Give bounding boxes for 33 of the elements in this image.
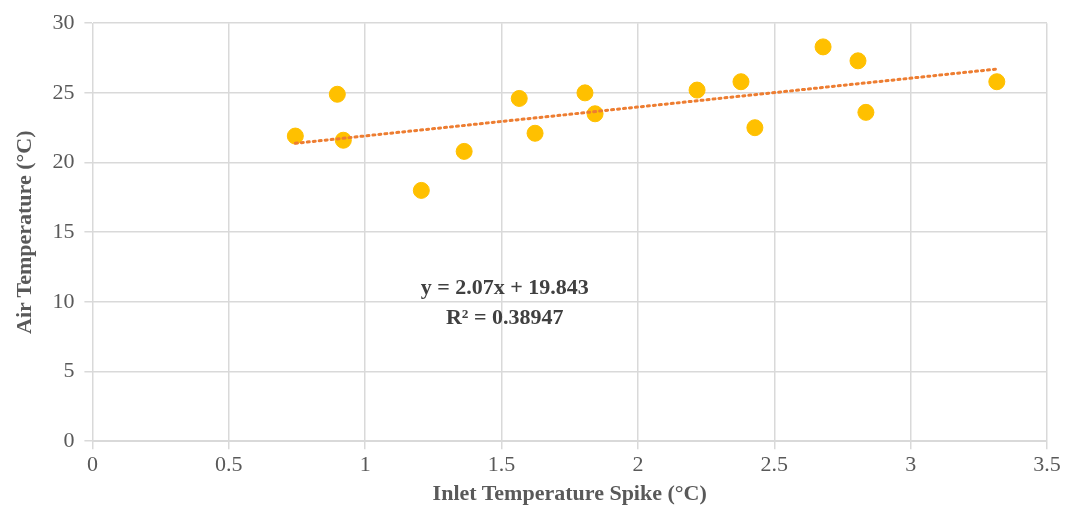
point [328,85,346,103]
point [576,84,594,102]
point [988,73,1006,91]
x-tick-label: 0 [86,451,98,477]
x-axis-title: Inlet Temperature Spike (°C) [432,480,707,506]
x-tick-label: 2.5 [760,451,789,477]
annotation: y = 2.07x + 19.843 [420,273,589,299]
y-tick-label: 0 [63,426,75,452]
point [814,38,832,56]
point [286,127,304,145]
x-tick-label: 3 [905,451,917,477]
point [510,89,528,107]
point [746,119,764,137]
y-tick-label: 15 [52,217,75,243]
y-tick-label: 25 [52,78,75,104]
point [732,73,750,91]
y-tick-label: 30 [52,8,75,34]
y-axis-title: Air Temperature (°C) [10,130,36,334]
y-tick-label: 10 [52,287,75,313]
point [857,103,875,121]
x-tick-label: 0.5 [215,451,243,477]
y-tick-label: 20 [52,148,75,174]
x-tick-label: 2 [632,451,644,477]
x-tick-label: 3.5 [1033,451,1061,477]
x-tick-label: 1.5 [487,451,516,477]
point [455,142,473,160]
point [849,52,867,70]
point [688,81,706,99]
point [412,181,430,199]
annotation: R² = 0.38947 [445,303,564,329]
x-tick-label: 1 [359,451,371,477]
point [526,124,544,142]
y-tick-label: 5 [63,357,75,383]
